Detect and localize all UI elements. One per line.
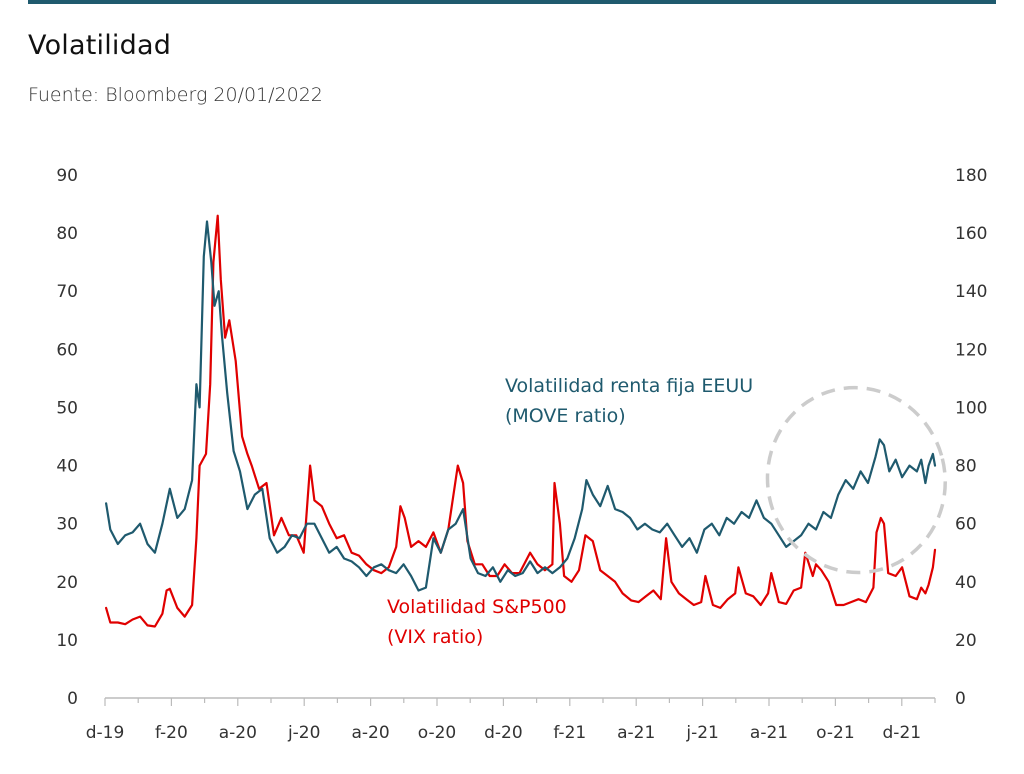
y-right-tick-label: 120 (955, 340, 987, 360)
x-axis: d-19 f-20 a-20 j-20 a-20 o-20 d-20 f-21 a-21 j-21… (86, 697, 936, 743)
y-axis-right: 0 20 40 60 80 100 120 140 160 180 (955, 166, 987, 709)
chart-title: Volatilidad (28, 30, 172, 61)
move-annotation-line: (MOVE ratio) (505, 405, 626, 427)
x-tick-label: f-21 (553, 723, 586, 743)
x-tick-label: d-21 (883, 723, 922, 743)
annotations: Volatilidad renta fija EEUU (MOVE ratio) V… (387, 375, 753, 648)
x-tick-label: o-20 (418, 723, 456, 743)
y-left-tick-label: 40 (56, 457, 78, 477)
y-right-tick-label: 0 (955, 689, 966, 709)
y-left-tick-label: 20 (56, 573, 78, 593)
y-left-tick-label: 60 (56, 340, 78, 360)
y-axis-left: 0 10 20 30 40 50 60 70 80 90 (56, 166, 78, 709)
y-left-tick-label: 80 (56, 224, 78, 244)
y-left-tick-label: 10 (56, 631, 78, 651)
y-right-tick-label: 60 (955, 515, 977, 535)
y-right-tick-label: 20 (955, 631, 977, 651)
highlight-ellipse (765, 385, 947, 575)
vix-series-line (104, 214, 937, 628)
x-tick-label: j-20 (287, 723, 321, 743)
x-tick-label: j-21 (685, 723, 719, 743)
y-left-tick-label: 90 (56, 166, 78, 186)
x-tick-label: a-21 (617, 723, 655, 743)
vix-annotation-line: Volatilidad S&P500 (387, 596, 567, 618)
y-right-tick-label: 160 (955, 224, 987, 244)
series-layer (104, 214, 937, 628)
y-left-tick-label: 30 (56, 515, 78, 535)
top-rule (28, 0, 996, 4)
y-right-tick-label: 140 (955, 282, 987, 302)
x-tick-label: d-19 (86, 723, 125, 743)
move-series-line (104, 220, 937, 592)
move-annotation-line: Volatilidad renta fija EEUU (505, 375, 753, 397)
vix-annotation-line: (VIX ratio) (387, 626, 483, 648)
y-left-tick-label: 0 (67, 689, 78, 709)
x-tick-label: d-20 (484, 723, 523, 743)
y-right-tick-label: 100 (955, 398, 987, 418)
x-tick-label: a-20 (219, 723, 257, 743)
y-right-tick-label: 180 (955, 166, 987, 186)
y-left-tick-label: 70 (56, 282, 78, 302)
y-left-tick-label: 50 (56, 398, 78, 418)
x-tick-label: a-21 (750, 723, 788, 743)
chart-source: Fuente: Bloomberg 20/01/2022 (28, 84, 323, 106)
y-right-tick-label: 80 (955, 457, 977, 477)
x-tick-label: f-20 (155, 723, 188, 743)
x-tick-label: o-21 (816, 723, 854, 743)
x-tick-label: a-20 (352, 723, 390, 743)
highlight-layer (765, 385, 947, 575)
y-right-tick-label: 40 (955, 573, 977, 593)
